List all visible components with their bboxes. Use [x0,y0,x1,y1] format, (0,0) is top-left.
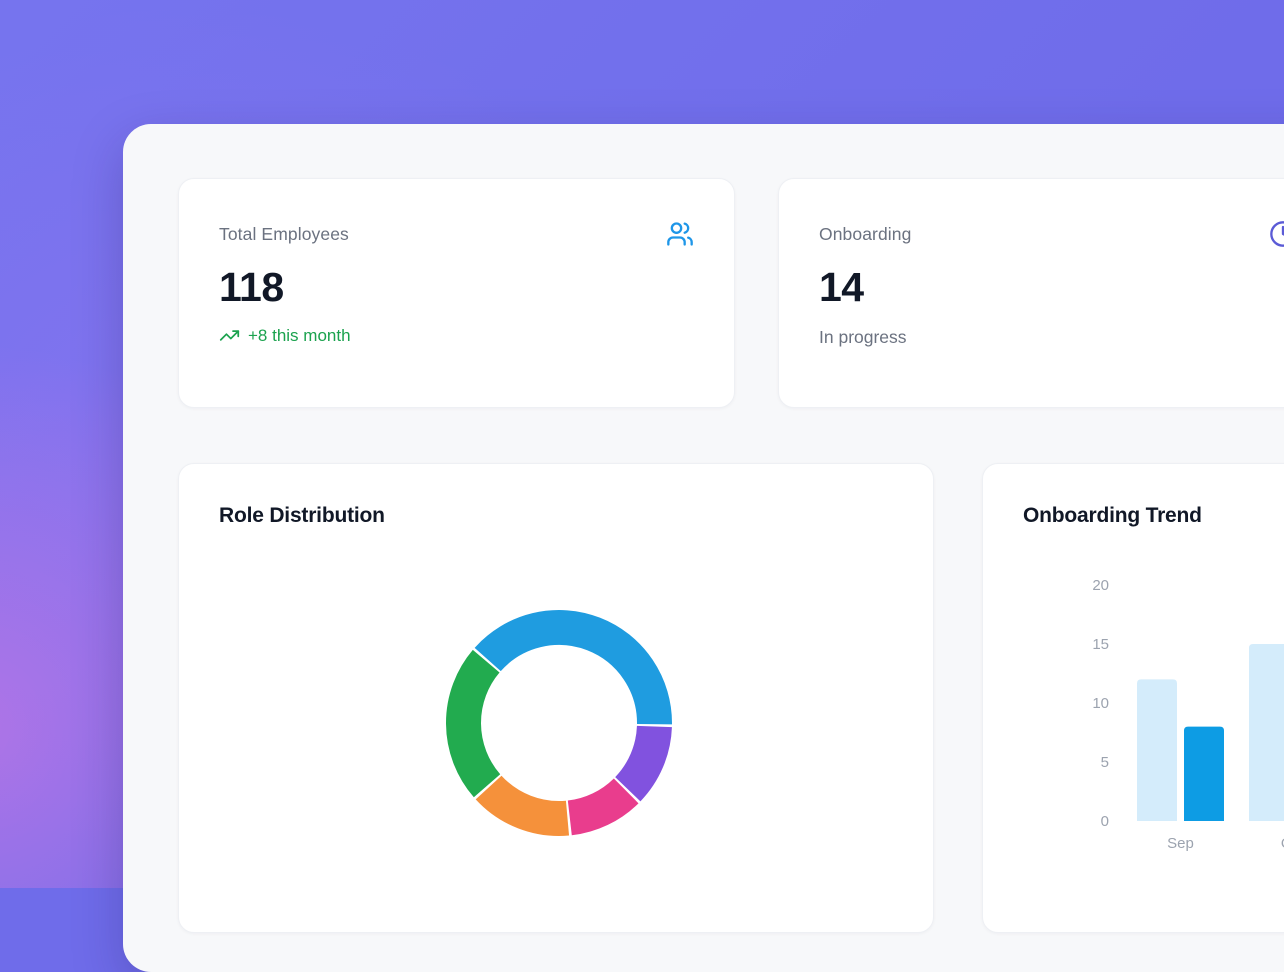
stat-card-header: Total Employees [219,219,694,249]
stat-trend-label: +8 this month [248,325,351,345]
trending-up-icon [219,330,240,341]
bar-sep-blue [1184,726,1224,821]
onboarding-trend-bar-chart: 0 5 10 15 20 Sep Oct [1092,577,1284,852]
y-axis-tick-label: 10 [1092,695,1109,712]
stat-card-total-employees: Total Employees 118 +8 this month [178,178,735,408]
bar-oct-light-blue [1249,644,1284,821]
stat-label: Onboarding [819,223,912,244]
y-axis-tick-label: 20 [1092,577,1109,594]
x-axis-category-label: Sep [1167,835,1194,852]
chart-card-role-distribution: Role Distribution [178,463,934,933]
stat-trend: +8 this month [219,325,694,346]
stat-subtext: In progress [819,327,907,348]
stat-card-header: Onboarding [819,219,1284,249]
chart-title: Onboarding Trend [1023,504,1202,527]
role-distribution-donut-chart [446,610,672,836]
y-axis-tick-label: 5 [1101,754,1109,771]
bar-sep-light-blue [1137,679,1177,821]
donut-segment-pink [567,777,639,836]
donut-segment-green [446,649,501,798]
donut-segment-blue [474,610,672,725]
y-axis-tick-label: 0 [1101,813,1109,830]
y-axis-tick-label: 15 [1092,636,1109,653]
chart-title: Role Distribution [219,504,385,527]
stat-value: 14 [819,264,864,310]
chart-card-onboarding-trend: Onboarding Trend 0 5 10 15 20 Sep Oct [982,463,1284,933]
donut-segment-purple [614,725,672,802]
stat-label: Total Employees [219,223,349,244]
donut-segment-orange [475,775,570,836]
clock-icon [1269,220,1284,248]
stat-card-onboarding: Onboarding 14 In progress [778,178,1284,408]
dashboard-panel: Total Employees 118 +8 this month [123,124,1284,972]
users-icon [666,220,694,248]
x-axis-category-label: Oct [1281,835,1284,852]
stat-value: 118 [219,264,284,310]
